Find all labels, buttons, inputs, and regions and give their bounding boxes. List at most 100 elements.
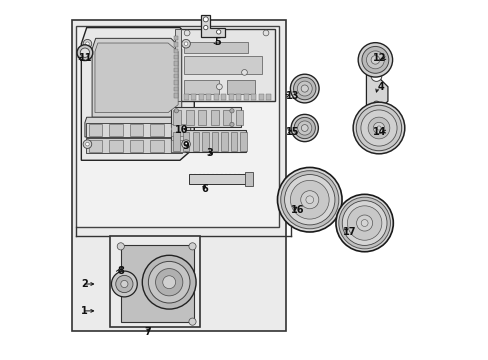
Bar <box>223 110 230 126</box>
Polygon shape <box>85 117 190 137</box>
Bar <box>129 124 143 136</box>
Circle shape <box>188 243 196 250</box>
Text: 4: 4 <box>376 82 383 92</box>
Circle shape <box>184 142 187 146</box>
Circle shape <box>203 26 207 30</box>
Bar <box>76 26 278 226</box>
Text: 2: 2 <box>81 279 88 289</box>
Bar <box>174 81 178 85</box>
Circle shape <box>83 40 92 48</box>
Text: 6: 6 <box>201 184 208 194</box>
Circle shape <box>342 201 386 246</box>
Circle shape <box>182 40 190 48</box>
Bar <box>174 36 178 40</box>
Bar <box>174 93 178 98</box>
Bar <box>221 132 227 150</box>
Bar <box>150 140 163 152</box>
Circle shape <box>370 55 379 64</box>
Circle shape <box>163 276 175 289</box>
Circle shape <box>83 140 92 148</box>
Bar <box>265 94 271 100</box>
Bar <box>258 94 264 100</box>
Circle shape <box>301 85 308 92</box>
Bar <box>213 94 219 100</box>
Text: 7: 7 <box>144 327 150 337</box>
Circle shape <box>229 122 234 127</box>
Circle shape <box>216 30 221 34</box>
Bar <box>226 80 255 94</box>
Bar <box>171 124 184 136</box>
Circle shape <box>356 215 372 231</box>
Circle shape <box>148 261 190 303</box>
Circle shape <box>80 48 89 57</box>
Bar <box>183 132 189 150</box>
Bar <box>244 172 253 186</box>
Circle shape <box>356 105 401 151</box>
Bar <box>236 94 241 100</box>
Circle shape <box>117 243 124 250</box>
Circle shape <box>184 30 190 36</box>
Bar <box>205 94 211 100</box>
Polygon shape <box>121 244 194 321</box>
Bar <box>174 74 178 78</box>
Circle shape <box>229 109 234 113</box>
Bar <box>174 30 181 101</box>
Polygon shape <box>92 39 182 117</box>
Circle shape <box>376 126 380 130</box>
Bar <box>198 110 206 126</box>
Circle shape <box>297 121 311 135</box>
Circle shape <box>293 77 315 100</box>
Bar <box>129 140 143 152</box>
Bar <box>230 132 237 150</box>
Bar <box>243 94 248 100</box>
Bar <box>183 94 188 100</box>
Text: 1: 1 <box>81 306 88 316</box>
Polygon shape <box>201 15 224 37</box>
Text: 14: 14 <box>372 127 386 136</box>
Text: 10: 10 <box>175 125 188 135</box>
Bar <box>174 49 178 53</box>
Circle shape <box>305 196 313 204</box>
Circle shape <box>280 171 338 229</box>
Polygon shape <box>366 60 387 116</box>
Bar <box>211 132 218 150</box>
Circle shape <box>297 81 311 96</box>
Circle shape <box>277 167 341 232</box>
Bar <box>85 138 182 153</box>
Bar <box>173 110 181 126</box>
Bar <box>250 94 256 100</box>
Circle shape <box>301 125 307 131</box>
Text: 5: 5 <box>214 37 220 47</box>
Bar <box>171 140 184 152</box>
Circle shape <box>300 191 318 209</box>
Bar <box>88 124 102 136</box>
Bar <box>174 87 178 91</box>
Circle shape <box>370 71 381 81</box>
Polygon shape <box>95 43 178 113</box>
Circle shape <box>338 197 389 249</box>
Bar <box>235 110 243 126</box>
Circle shape <box>366 51 384 69</box>
Circle shape <box>216 84 222 90</box>
Bar <box>221 94 226 100</box>
Circle shape <box>372 101 379 108</box>
Bar <box>173 132 180 150</box>
Bar <box>198 94 203 100</box>
Text: 3: 3 <box>206 148 213 158</box>
Bar <box>110 235 199 327</box>
Circle shape <box>284 175 334 225</box>
Bar <box>240 132 246 150</box>
Text: 9: 9 <box>182 141 188 151</box>
Text: 12: 12 <box>372 53 386 63</box>
Circle shape <box>142 255 196 309</box>
Circle shape <box>203 17 208 22</box>
Bar <box>183 56 262 74</box>
Text: 11: 11 <box>79 53 92 63</box>
Circle shape <box>241 69 247 75</box>
Bar <box>174 68 178 72</box>
Bar <box>174 61 178 66</box>
Circle shape <box>174 109 178 113</box>
Bar <box>191 94 196 100</box>
Circle shape <box>361 220 367 226</box>
Circle shape <box>352 102 404 154</box>
